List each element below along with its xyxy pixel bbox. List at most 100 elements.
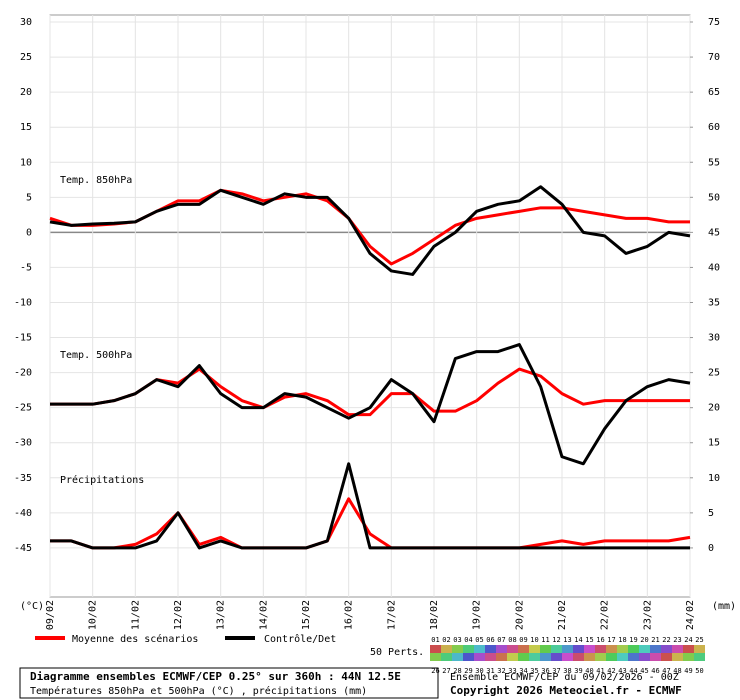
perturbation-id: 43 bbox=[618, 667, 626, 675]
perturbation-swatch bbox=[507, 653, 518, 661]
perturbation-swatch bbox=[452, 653, 463, 661]
perturbation-swatch bbox=[485, 645, 496, 653]
y-tick-label: -35 bbox=[14, 473, 32, 484]
x-tick-label: 21/02 bbox=[557, 600, 568, 630]
perturbation-swatch bbox=[463, 653, 474, 661]
perturbation-swatch bbox=[628, 653, 639, 661]
y-tick-label: 0 bbox=[26, 227, 32, 238]
y2-tick-label: 60 bbox=[708, 122, 720, 133]
y2-tick-label: 30 bbox=[708, 333, 720, 344]
perturbation-swatch bbox=[551, 645, 562, 653]
footer-copyright: Copyright 2026 Meteociel.fr - ECMWF bbox=[450, 684, 682, 697]
y2-axis-label: (mm) bbox=[712, 601, 736, 612]
perturbation-swatch bbox=[628, 645, 639, 653]
series-line bbox=[50, 343, 691, 466]
x-tick-label: 14/02 bbox=[258, 600, 269, 630]
perturbation-swatch bbox=[452, 645, 463, 653]
panel-label: Temp. 850hPa bbox=[60, 175, 132, 186]
perturbation-id: 28 bbox=[453, 667, 461, 675]
perturbation-id: 21 bbox=[651, 636, 659, 644]
y2-tick-label: 45 bbox=[708, 227, 720, 238]
x-tick-label: 17/02 bbox=[386, 600, 397, 630]
perturbation-id: 25 bbox=[695, 636, 703, 644]
x-tick-label: 23/02 bbox=[642, 600, 653, 630]
perturbation-id: 42 bbox=[607, 667, 615, 675]
perturbation-swatch bbox=[584, 653, 595, 661]
perturbation-id: 20 bbox=[640, 636, 648, 644]
perturbation-swatch bbox=[496, 653, 507, 661]
perturbation-id: 23 bbox=[673, 636, 681, 644]
perturbation-id: 19 bbox=[629, 636, 637, 644]
y-tick-label: -10 bbox=[14, 297, 32, 308]
x-tick-label: 10/02 bbox=[88, 600, 99, 630]
y2-tick-label: 75 bbox=[708, 17, 720, 28]
perturbation-id: 27 bbox=[442, 667, 450, 675]
y-tick-label: -40 bbox=[14, 508, 32, 519]
perturbation-swatch bbox=[540, 645, 551, 653]
perturbation-swatch bbox=[540, 653, 551, 661]
series-line bbox=[50, 497, 691, 550]
perturbation-id: 36 bbox=[541, 667, 549, 675]
y2-tick-label: 40 bbox=[708, 262, 720, 273]
perturbation-id: 45 bbox=[640, 667, 648, 675]
x-tick-label: 11/02 bbox=[130, 600, 141, 630]
perturbation-swatch bbox=[683, 645, 694, 653]
perturbation-id: 26 bbox=[431, 667, 439, 675]
perturbation-id: 01 bbox=[431, 636, 439, 644]
perturbation-swatch bbox=[562, 653, 573, 661]
perturbation-id: 48 bbox=[673, 667, 681, 675]
footer-box bbox=[19, 667, 439, 699]
perturbation-id: 16 bbox=[596, 636, 604, 644]
y2-tick-label: 50 bbox=[708, 192, 720, 203]
perturbation-swatch bbox=[529, 653, 540, 661]
perturbation-swatch bbox=[650, 645, 661, 653]
perturbation-swatch bbox=[551, 653, 562, 661]
perturbation-id: 10 bbox=[530, 636, 538, 644]
perturbation-swatch bbox=[639, 653, 650, 661]
y-tick-label: 20 bbox=[20, 87, 32, 98]
plot-frame bbox=[49, 14, 691, 598]
y-tick-label: -20 bbox=[14, 368, 32, 379]
perturbation-id: 02 bbox=[442, 636, 450, 644]
y2-tick-label: 20 bbox=[708, 403, 720, 414]
perturbation-swatch bbox=[463, 645, 474, 653]
perturbation-id: 03 bbox=[453, 636, 461, 644]
perturbation-swatch bbox=[507, 645, 518, 653]
perturbation-id: 30 bbox=[475, 667, 483, 675]
perturbation-swatch bbox=[441, 645, 452, 653]
y-tick-label: 25 bbox=[20, 52, 32, 63]
perturbation-id: 41 bbox=[596, 667, 604, 675]
perturbation-id: 08 bbox=[508, 636, 516, 644]
y2-tick-label: 25 bbox=[708, 368, 720, 379]
perturbation-swatch bbox=[639, 645, 650, 653]
perturbation-id: 18 bbox=[618, 636, 626, 644]
perturbation-id: 14 bbox=[574, 636, 582, 644]
y2-tick-label: 0 bbox=[708, 543, 714, 554]
perturbation-id: 06 bbox=[486, 636, 494, 644]
perturbation-swatch bbox=[430, 653, 441, 661]
perturbation-id: 13 bbox=[563, 636, 571, 644]
perturbation-id: 05 bbox=[475, 636, 483, 644]
perturbation-swatch bbox=[529, 645, 540, 653]
y-tick-label: 5 bbox=[26, 192, 32, 203]
perturbation-id: 38 bbox=[563, 667, 571, 675]
y2-tick-label: 55 bbox=[708, 157, 720, 168]
perturbation-id: 04 bbox=[464, 636, 472, 644]
y-tick-label: -25 bbox=[14, 403, 32, 414]
perturbation-id: 24 bbox=[684, 636, 692, 644]
perturbation-swatch bbox=[518, 645, 529, 653]
perturbation-swatch bbox=[485, 653, 496, 661]
legend-label: Contrôle/Det bbox=[264, 633, 336, 645]
x-tick-label: 22/02 bbox=[600, 600, 611, 630]
perturbation-swatch bbox=[694, 653, 705, 661]
perturbation-swatch bbox=[606, 653, 617, 661]
perturbation-swatch bbox=[650, 653, 661, 661]
perturbation-id: 46 bbox=[651, 667, 659, 675]
footer-subtitle: Températures 850hPa et 500hPa (°C) , pré… bbox=[30, 685, 367, 697]
perturbation-id: 40 bbox=[585, 667, 593, 675]
y2-tick-label: 10 bbox=[708, 473, 720, 484]
perturbation-id: 31 bbox=[486, 667, 494, 675]
perturbation-swatch bbox=[661, 645, 672, 653]
perturbation-swatch bbox=[441, 653, 452, 661]
